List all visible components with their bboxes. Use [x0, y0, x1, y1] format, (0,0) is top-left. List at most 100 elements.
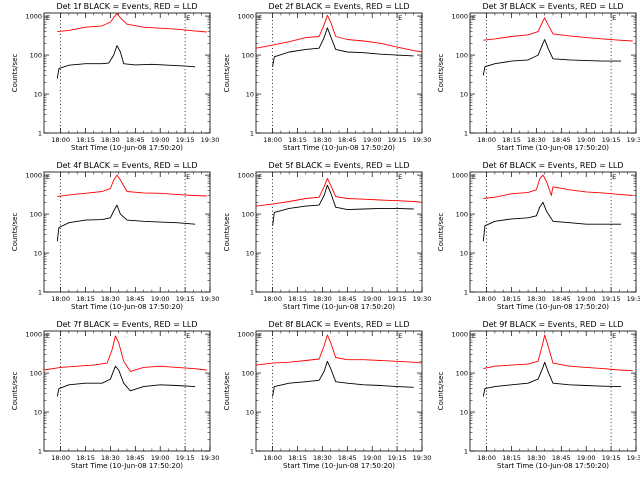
x-tick-label: 18:15: [288, 295, 307, 303]
x-tick-label: 18:00: [263, 295, 282, 303]
y-tick-label: 1000: [451, 172, 468, 180]
panel-title: Det 1f BLACK = Events, RED = LLD: [56, 2, 197, 11]
panel-det-8: Det 8f BLACK = Events, RED = LLD 1 10 100 10…: [223, 320, 431, 470]
x-tick-label: 18:30: [313, 295, 332, 303]
series-line-black: [56, 365, 196, 397]
x-tick-label: 19:30: [627, 454, 640, 462]
x-tick-label: 19:30: [201, 454, 220, 462]
y-tick-label: 1000: [451, 13, 468, 21]
series-line-black: [482, 39, 622, 76]
y-tick-label: 10: [34, 409, 42, 417]
bracket-marker: E: [258, 173, 262, 181]
panel-title: Det 6f BLACK = Events, RED = LLD: [482, 161, 623, 170]
y-tick-label: 1: [38, 130, 42, 138]
panel-det-4: Det 4f BLACK = Events, RED = LLD 1 10 100 10…: [11, 161, 219, 311]
bracket-marker: E: [612, 14, 616, 22]
y-axis-label: Counts/sec: [437, 213, 445, 252]
y-tick-label: 100: [30, 370, 42, 378]
y-axis-label: Counts/sec: [437, 54, 445, 93]
y-axis-label: Counts/sec: [437, 372, 445, 411]
x-tick-label: 19:00: [363, 454, 382, 462]
bracket-marker: E: [472, 173, 476, 181]
y-tick-label: 100: [456, 52, 468, 60]
x-tick-label: 18:15: [76, 136, 95, 144]
x-axis-label: Start Time (10-Jun-08 17:50:20): [283, 303, 395, 311]
bracket-marker: E: [612, 332, 616, 340]
panel-det-2: Det 2f BLACK = Events, RED = LLD 1 10 100 10…: [223, 2, 431, 152]
x-tick-label: 18:45: [552, 136, 571, 144]
y-tick-label: 10: [460, 409, 468, 417]
x-axis-label: Start Time (10-Jun-08 17:50:20): [497, 303, 609, 311]
x-tick-label: 19:00: [577, 454, 596, 462]
y-tick-label: 100: [456, 370, 468, 378]
panel-title: Det 5f BLACK = Events, RED = LLD: [268, 161, 409, 170]
x-tick-label: 18:15: [76, 295, 95, 303]
x-tick-label: 18:00: [51, 136, 70, 144]
x-axis-label: Start Time (10-Jun-08 17:50:20): [497, 462, 609, 470]
x-tick-label: 18:45: [338, 295, 357, 303]
series-line-red: [57, 174, 207, 198]
x-tick-label: 18:45: [338, 136, 357, 144]
x-tick-label: 19:30: [413, 454, 432, 462]
y-tick-label: 100: [456, 211, 468, 219]
panel-det-1: Det 1f BLACK = Events, RED = LLD 1 10 100 10…: [11, 2, 219, 152]
series-line-red: [483, 334, 633, 372]
bracket-marker: E: [398, 332, 402, 340]
y-axis-label: Counts/sec: [223, 54, 231, 93]
bracket-marker: E: [472, 14, 476, 22]
x-tick-label: 19:30: [627, 136, 640, 144]
y-tick-label: 1000: [237, 13, 254, 21]
y-tick-label: 1: [464, 448, 468, 456]
x-tick-label: 18:15: [502, 136, 521, 144]
bracket-marker: E: [186, 14, 190, 22]
bracket-marker: E: [186, 173, 190, 181]
panel-title: Det 9f BLACK = Events, RED = LLD: [482, 320, 623, 329]
x-axis-label: Start Time (10-Jun-08 17:50:20): [283, 144, 395, 152]
x-tick-label: 18:15: [76, 454, 95, 462]
series-line-black: [56, 204, 196, 242]
x-tick-label: 18:30: [313, 454, 332, 462]
x-tick-label: 18:00: [51, 454, 70, 462]
bracket-marker: E: [46, 14, 50, 22]
x-tick-label: 19:00: [577, 295, 596, 303]
x-axis-label: Start Time (10-Jun-08 17:50:20): [283, 462, 395, 470]
x-tick-label: 19:15: [602, 136, 621, 144]
series-line-black: [272, 27, 414, 67]
x-tick-label: 19:30: [627, 295, 640, 303]
bracket-marker: E: [258, 332, 262, 340]
series-line-red: [255, 14, 423, 53]
panel-title: Det 8f BLACK = Events, RED = LLD: [268, 320, 409, 329]
x-tick-label: 18:00: [263, 454, 282, 462]
series-line-red: [255, 177, 423, 207]
x-tick-label: 19:15: [176, 136, 195, 144]
x-tick-label: 18:45: [552, 295, 571, 303]
panel-det-3: Det 3f BLACK = Events, RED = LLD 1 10 100 10…: [437, 2, 640, 152]
x-tick-label: 19:15: [176, 454, 195, 462]
x-tick-label: 18:45: [126, 295, 145, 303]
y-tick-label: 10: [460, 91, 468, 99]
panel-title: Det 2f BLACK = Events, RED = LLD: [268, 2, 409, 11]
x-tick-label: 19:00: [151, 295, 170, 303]
x-tick-label: 18:15: [502, 454, 521, 462]
y-tick-label: 10: [34, 91, 42, 99]
x-tick-label: 18:30: [101, 136, 120, 144]
y-tick-label: 10: [246, 409, 254, 417]
y-tick-label: 10: [34, 250, 42, 258]
x-tick-label: 18:30: [313, 136, 332, 144]
x-tick-label: 19:15: [388, 136, 407, 144]
bracket-marker: E: [186, 332, 190, 340]
x-tick-label: 19:30: [413, 136, 432, 144]
bracket-marker: E: [258, 14, 262, 22]
panel-det-5: Det 5f BLACK = Events, RED = LLD 1 10 100 10…: [223, 161, 431, 311]
x-axis-label: Start Time (10-Jun-08 17:50:20): [71, 303, 183, 311]
x-tick-label: 18:45: [552, 454, 571, 462]
y-axis-label: Counts/sec: [11, 372, 19, 411]
x-tick-label: 18:15: [288, 136, 307, 144]
y-tick-label: 100: [30, 52, 42, 60]
y-tick-label: 1: [38, 289, 42, 297]
y-axis-label: Counts/sec: [11, 54, 19, 93]
y-tick-label: 1000: [25, 13, 42, 21]
bracket-marker: E: [398, 14, 402, 22]
series-line-red: [57, 13, 207, 33]
series-line-black: [482, 361, 622, 397]
